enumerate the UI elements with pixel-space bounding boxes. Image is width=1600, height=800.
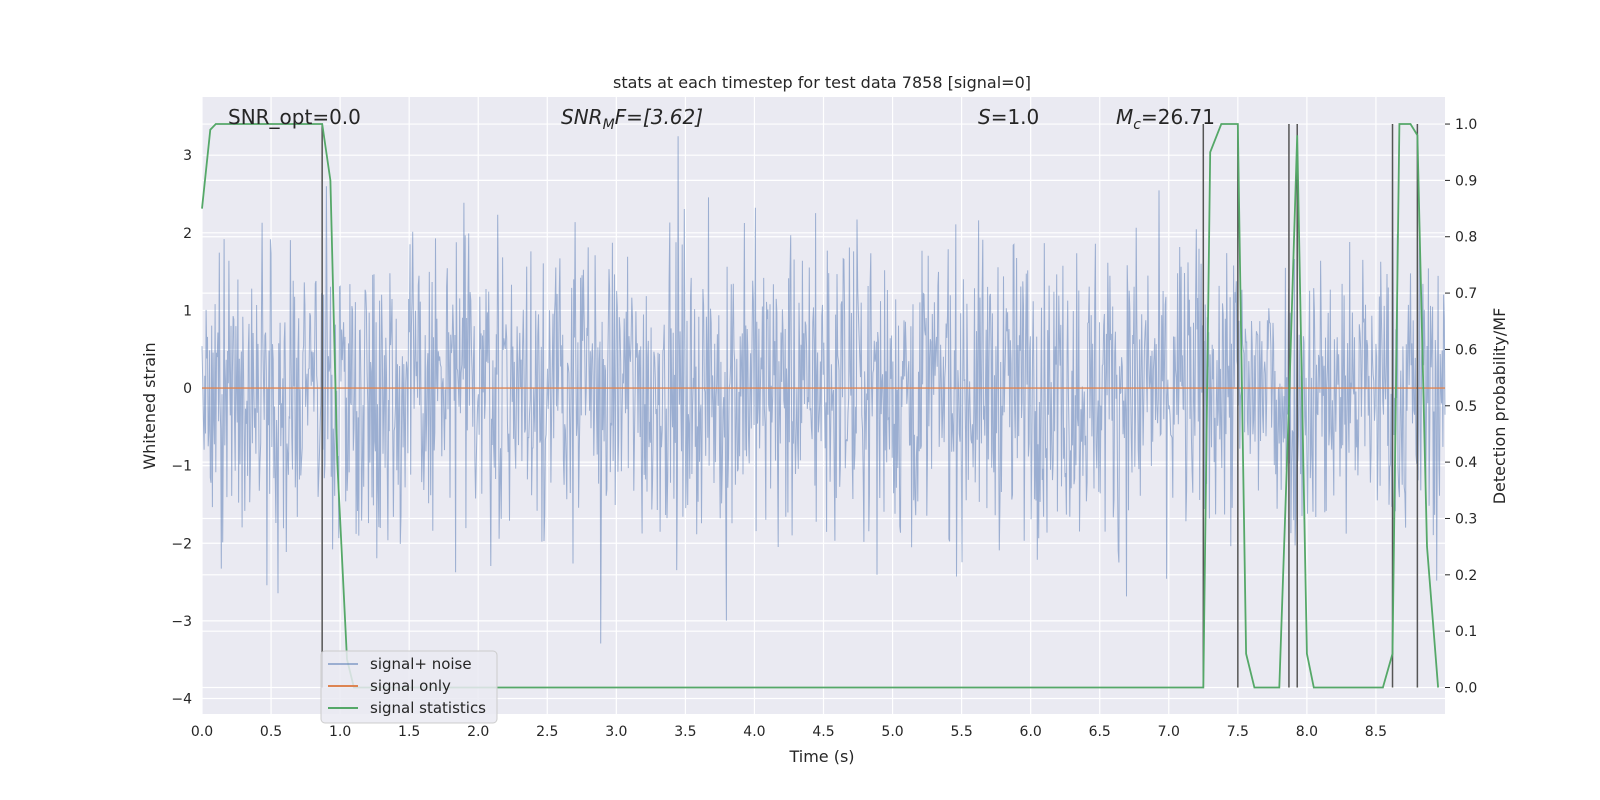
legend: signal+ noise signal only signal statist…	[320, 650, 498, 724]
y2-tick-label: 0.8	[1455, 230, 1477, 246]
x-tick-label: 0.0	[191, 724, 213, 740]
x-tick-label: 6.0	[1020, 724, 1042, 740]
y2-tick-label: 0.6	[1455, 342, 1477, 358]
y-tick-label: 1	[183, 303, 192, 319]
mc-label: M	[1116, 105, 1133, 129]
x-tick-label: 6.5	[1089, 724, 1111, 740]
x-tick-label: 5.0	[881, 724, 903, 740]
y-tick-label: −1	[171, 459, 192, 475]
y2-tick-label: 0.7	[1455, 286, 1477, 302]
x-axis-label: Time (s)	[788, 747, 854, 766]
snr-mf-subscript: M	[603, 117, 615, 133]
x-tick-label: 8.5	[1365, 724, 1387, 740]
tick-labels: 0.0 0.5 1.0 1.5 2.0 2.5 3.0 3.5 4.0 4.5 5.0 5.5 6.0 6…	[171, 117, 1477, 740]
signal-statistics-series	[201, 123, 1439, 689]
chart-title: stats at each timestep for test data 785…	[613, 73, 1031, 92]
y2-tick-label: 0.9	[1455, 173, 1477, 189]
y-tick-label: 0	[183, 381, 192, 397]
y2-tick-label: 0.3	[1455, 511, 1477, 527]
legend-label-signal-noise: signal+ noise	[370, 655, 472, 673]
legend-label-signal-statistics: signal statistics	[370, 699, 486, 717]
y2-axis-label: Detection probability/MF	[1490, 308, 1509, 505]
y-axis-label: Whitened strain	[140, 342, 159, 469]
y2-tick-label: 0.4	[1455, 455, 1477, 471]
y2-tick-label: 0.1	[1455, 624, 1477, 640]
x-tick-label: 4.5	[812, 724, 834, 740]
y2-tick-label: 0.0	[1455, 681, 1477, 697]
y2-tick-label: 0.2	[1455, 568, 1477, 584]
s-annotation: S=1.0	[978, 105, 1039, 129]
x-tick-label: 2.0	[467, 724, 489, 740]
y-tick-label: 3	[183, 148, 192, 164]
x-tick-label: 3.0	[605, 724, 627, 740]
snr-mf-label: SNR	[561, 105, 603, 129]
x-tick-label: 7.5	[1227, 724, 1249, 740]
x-tick-label: 4.0	[743, 724, 765, 740]
x-tick-label: 3.5	[674, 724, 696, 740]
y-tick-label: −4	[171, 691, 192, 707]
x-tick-label: 1.5	[398, 724, 420, 740]
s-value: =1.0	[991, 105, 1040, 129]
mc-annotation: Mc=26.71	[1116, 105, 1215, 133]
x-tick-label: 0.5	[260, 724, 282, 740]
x-tick-label: 5.5	[950, 724, 972, 740]
legend-label-signal-only: signal only	[370, 677, 451, 695]
y-tick-label: −3	[171, 614, 192, 630]
y2-tick-label: 1.0	[1455, 117, 1477, 133]
x-tick-label: 8.0	[1296, 724, 1318, 740]
snr-mf-value: F=[3.62]	[615, 105, 703, 129]
y2-tick-label: 0.5	[1455, 399, 1477, 415]
snr-opt-annotation: SNR_opt=0.0	[228, 105, 361, 129]
legend-box	[320, 650, 498, 724]
mc-subscript: c	[1133, 117, 1141, 133]
s-label: S	[978, 105, 991, 129]
x-tick-label: 1.0	[329, 724, 351, 740]
x-tick-label: 2.5	[536, 724, 558, 740]
y-tick-label: −2	[171, 536, 192, 552]
mc-value: =26.71	[1141, 105, 1215, 129]
signal-statistics-line	[201, 123, 1439, 689]
y-tick-label: 2	[183, 226, 192, 242]
x-tick-label: 7.0	[1158, 724, 1180, 740]
snr-mf-annotation: SNRMF=[3.62]	[561, 105, 703, 133]
